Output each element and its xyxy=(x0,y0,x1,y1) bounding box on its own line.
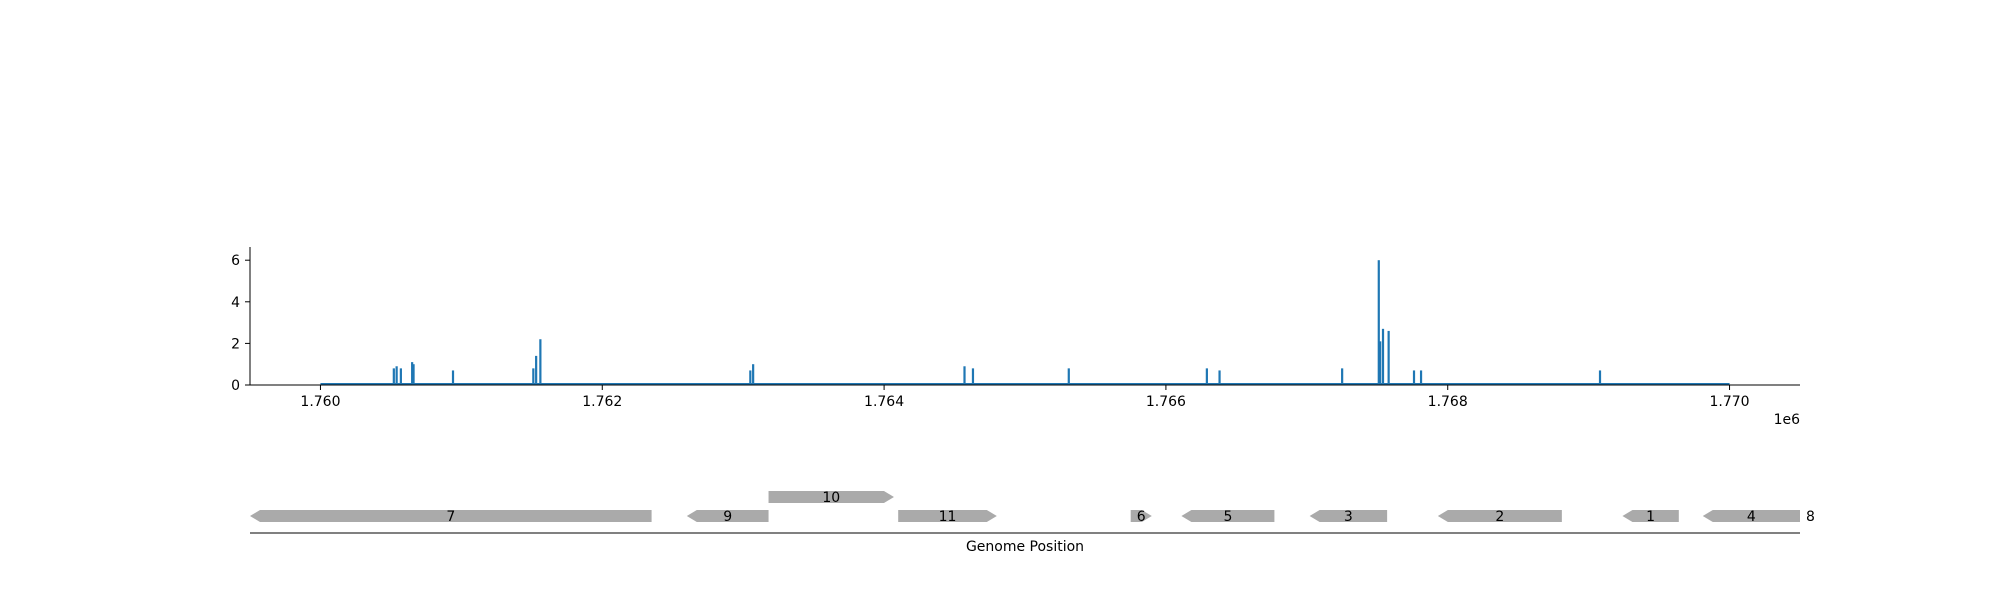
gene-feature: 10 xyxy=(768,490,894,506)
gene-arrow xyxy=(768,491,894,503)
coverage-bar xyxy=(395,366,398,385)
gene-arrow xyxy=(1181,510,1275,522)
gene-label: 3 xyxy=(1344,509,1353,525)
x-axis-offset-text: 1e6 xyxy=(1774,412,1801,428)
coverage-bar xyxy=(1218,370,1221,385)
gene-arrow xyxy=(898,510,997,522)
gene-track: 7 9 10 11 6 5 3 2 1 4 8 Genome Position xyxy=(250,490,1815,555)
x-tick-label: 1.764 xyxy=(864,394,904,410)
coverage-plot: 0 2 4 6 1.760 1.762 1.764 1.766 1.768 1.770 1e6 xyxy=(231,247,1800,428)
coverage-bar xyxy=(963,366,966,385)
gene-feature: 9 xyxy=(686,509,769,525)
coverage-bar xyxy=(1598,370,1602,385)
gene-arrow xyxy=(686,510,769,522)
gene-label: 7 xyxy=(446,509,455,525)
coverage-bars xyxy=(392,260,1602,385)
gene-arrow xyxy=(1130,510,1152,522)
coverage-bar xyxy=(1377,260,1380,385)
coverage-bar xyxy=(1387,330,1390,385)
gene-feature: 2 xyxy=(1437,509,1562,525)
coverage-bar xyxy=(1379,341,1382,385)
gene-label: 10 xyxy=(822,490,840,506)
gene-label: 5 xyxy=(1223,509,1232,525)
x-axis-ticks: 1.760 1.762 1.764 1.766 1.768 1.770 xyxy=(300,385,1750,410)
gene-feature: 6 xyxy=(1130,509,1152,525)
coverage-bar xyxy=(1412,370,1416,385)
y-tick-label: 0 xyxy=(231,378,240,394)
gene-feature: 7 xyxy=(250,509,652,525)
coverage-bar xyxy=(1381,328,1385,385)
coverage-bar xyxy=(535,355,538,385)
coverage-bar xyxy=(1205,368,1208,385)
x-tick-label: 1.768 xyxy=(1428,394,1468,410)
y-tick-label: 2 xyxy=(231,336,240,352)
gene-arrow xyxy=(250,510,652,522)
gene-label: 8 xyxy=(1806,509,1815,525)
gene-feature: 8 xyxy=(1806,509,1815,525)
gene-label: 11 xyxy=(939,509,957,525)
coverage-bar xyxy=(752,364,755,385)
gene-label: 2 xyxy=(1495,509,1504,525)
x-tick-label: 1.760 xyxy=(300,394,340,410)
gene-label: 6 xyxy=(1137,509,1146,525)
gene-track-xlabel: Genome Position xyxy=(966,539,1084,555)
coverage-bar xyxy=(971,368,975,385)
coverage-bar xyxy=(1419,370,1423,385)
gene-label: 4 xyxy=(1747,509,1756,525)
coverage-bar xyxy=(411,362,414,385)
coverage-bar xyxy=(412,364,415,385)
coverage-bar xyxy=(1341,368,1344,385)
coverage-bar xyxy=(399,368,402,385)
gene-arrow xyxy=(1622,510,1679,522)
coverage-bar xyxy=(539,339,542,385)
gene-arrow xyxy=(1309,510,1388,522)
gene-label: 1 xyxy=(1646,509,1655,525)
y-tick-label: 6 xyxy=(231,253,240,269)
coverage-bar xyxy=(1067,368,1070,385)
coverage-bar xyxy=(451,370,455,385)
x-tick-label: 1.770 xyxy=(1709,394,1749,410)
x-tick-label: 1.762 xyxy=(582,394,622,410)
x-tick-label: 1.766 xyxy=(1146,394,1186,410)
y-tick-label: 4 xyxy=(231,295,240,311)
gene-feature: 5 xyxy=(1181,509,1275,525)
gene-label: 9 xyxy=(723,509,732,525)
coverage-bar xyxy=(392,368,395,385)
gene-feature: 4 xyxy=(1702,509,1800,525)
coverage-bar xyxy=(749,370,752,385)
gene-arrow xyxy=(1702,510,1800,522)
gene-feature: 11 xyxy=(898,509,997,525)
gene-feature: 1 xyxy=(1622,509,1679,525)
gene-arrow xyxy=(1437,510,1562,522)
gene-features: 7 9 10 11 6 5 3 2 1 4 8 xyxy=(250,490,1815,525)
gene-feature: 3 xyxy=(1309,509,1388,525)
coverage-bar xyxy=(532,368,535,385)
y-axis-ticks: 0 2 4 6 xyxy=(231,253,250,394)
